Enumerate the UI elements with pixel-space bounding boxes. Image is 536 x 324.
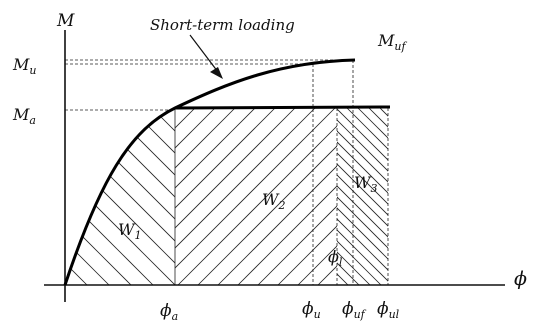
hatch-line [175, 108, 196, 129]
hatch-line [175, 108, 336, 269]
label-phi-l: ϕl [328, 247, 343, 269]
region-w2-label: W2 [262, 190, 285, 212]
hatch-line [337, 130, 388, 183]
hatch-line [435, 108, 536, 285]
hatch-line [65, 108, 175, 285]
hatch-line [338, 108, 515, 285]
hatch-line [65, 108, 175, 285]
hatch-line [175, 108, 216, 149]
leader-line [189, 34, 219, 73]
hatch-line [357, 108, 388, 139]
hatch-line [478, 108, 536, 285]
hatch-line [284, 108, 461, 285]
hatch-line [413, 108, 536, 285]
hatch-w2 [175, 108, 536, 285]
hatch-line [175, 108, 276, 209]
hatch-line [277, 225, 337, 285]
region-w1-label: W1 [118, 220, 141, 242]
hatch-line [512, 108, 536, 285]
hatch-line [337, 273, 349, 285]
label-muf: Muf [377, 31, 407, 53]
hatch-line [490, 108, 536, 285]
hatch-line [346, 108, 388, 150]
hatch-line [65, 108, 154, 285]
short-term-loading-curve [63, 58, 356, 286]
hatch-line [175, 108, 256, 189]
hatch-line [337, 229, 388, 282]
hatch-line [175, 108, 296, 229]
hatch-line [468, 108, 536, 285]
axis-x-label: ϕ [514, 268, 527, 290]
hatch-line [337, 108, 388, 161]
curve-label: Short-term loading [150, 16, 295, 34]
hatch-line [378, 108, 536, 285]
hatch-line [337, 207, 388, 260]
hatch-line [523, 108, 536, 285]
hatch-line [498, 108, 536, 285]
hatch-line [458, 108, 536, 285]
hatch-line [337, 174, 388, 227]
hatch-line [297, 245, 337, 285]
hatch-line [337, 185, 388, 238]
label-ma: Ma [12, 105, 36, 127]
label-mu: Mu [12, 55, 36, 77]
hatch-line [65, 108, 175, 285]
hatch-line [217, 165, 337, 285]
hatch-line [65, 108, 132, 285]
hatch-line [175, 108, 236, 169]
hatch-line [337, 251, 371, 285]
hatch-line [501, 108, 536, 285]
hatch-line [379, 108, 388, 117]
leader-arrowhead [210, 67, 223, 79]
hatch-line [85, 108, 175, 285]
tick-phi-a: ϕa [160, 301, 178, 323]
hatch-line [337, 152, 388, 205]
hatch-line [479, 108, 536, 285]
hatch-line [438, 108, 536, 285]
hatch-line [197, 145, 337, 285]
hatch-line [398, 108, 536, 285]
hatch-line [107, 108, 175, 285]
tick-phi-uf: ϕuf [342, 299, 367, 321]
hatch-line [65, 108, 66, 285]
hatch-line [391, 108, 536, 285]
hatch-w3 [337, 108, 536, 285]
hatch-line [337, 163, 388, 216]
hatch-line [368, 108, 388, 128]
hatch-line [424, 108, 536, 285]
hatch-line [317, 265, 337, 285]
hatch-line [237, 185, 337, 285]
hatch-line [175, 108, 316, 249]
long-term-plateau-line [174, 105, 391, 110]
hatch-line [337, 119, 388, 172]
hatch-line [151, 108, 175, 285]
tick-phi-u: ϕu [302, 299, 321, 321]
hatch-line [418, 108, 536, 285]
hatch-line [446, 108, 536, 285]
region-w3-label: W3 [354, 173, 377, 195]
hatch-line [177, 125, 337, 285]
hatch-line [65, 108, 175, 285]
hatch-line [402, 108, 536, 285]
hatch-line [337, 218, 388, 271]
axis-y-label: M [56, 11, 75, 31]
hatch-line [457, 108, 536, 285]
hatch-line [257, 205, 337, 285]
tick-phi-ul: ϕul [377, 299, 400, 321]
hatch-line [65, 108, 110, 285]
hatch-line [337, 240, 382, 285]
hatch-line [129, 108, 175, 285]
